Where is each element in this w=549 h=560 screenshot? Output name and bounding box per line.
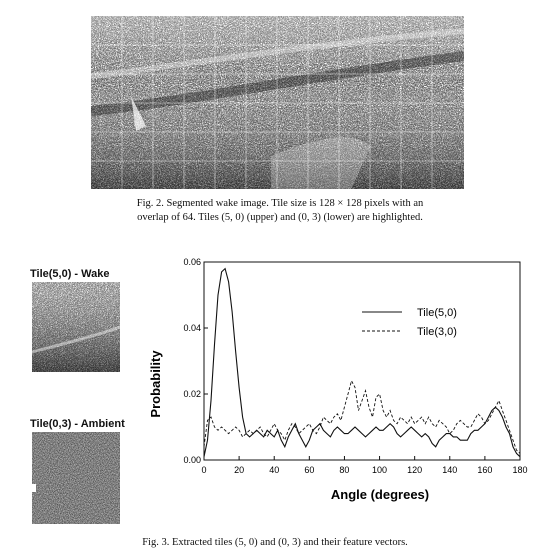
chart-ticks: 0 20 40 60 80 100 120 140 160 180 0.00 0.02 0.04 0.06 (183, 257, 527, 475)
series-line-2 (203, 379, 521, 454)
y-tick-label: 0.02 (183, 389, 201, 399)
fig2-caption: Fig. 2. Segmented wake image. Tile size … (60, 197, 500, 225)
chart-legend: Tile(5,0) Tile(3,0) (362, 307, 457, 338)
fig2-wake-image-svg (90, 16, 465, 189)
x-tick-label: 100 (372, 465, 387, 475)
tile-wake-title: Tile(5,0) - Wake (30, 268, 110, 280)
chart-series (203, 267, 521, 458)
y-tick-label: 0.06 (183, 257, 201, 267)
tile-ambient-image (32, 432, 120, 524)
chart-axes (203, 261, 521, 461)
y-axis-label: Probability (148, 350, 163, 418)
x-tick-label: 80 (339, 465, 349, 475)
fig2-caption-line1: Fig. 2. Segmented wake image. Tile size … (136, 198, 424, 209)
x-tick-label: 0 (201, 465, 206, 475)
x-tick-label: 60 (304, 465, 314, 475)
x-tick-label: 120 (407, 465, 422, 475)
probability-chart: 0 20 40 60 80 100 120 140 160 180 0.00 0.02 0.04 0.06… (148, 257, 528, 502)
tile-wake-image (31, 282, 121, 372)
x-tick-label: 160 (477, 465, 492, 475)
y-tick-label: 0.00 (183, 455, 201, 465)
y-tick-label: 0.04 (183, 323, 201, 333)
legend-label-1: Tile(5,0) (417, 307, 457, 319)
x-tick-label: 180 (512, 465, 527, 475)
x-tick-label: 140 (442, 465, 457, 475)
series-line-1 (203, 267, 521, 458)
x-tick-label: 40 (269, 465, 279, 475)
tile-ambient-image-svg (32, 432, 120, 524)
fig3-caption: Fig. 3. Extracted tiles (5, 0) and (0, 3… (142, 537, 408, 548)
fig2-caption-line2: overlap of 64. Tiles (5, 0) (upper) and … (137, 212, 423, 223)
plot-frame (203, 261, 521, 461)
fig2-wake-image (90, 16, 465, 189)
tile-wake-image-svg (31, 282, 121, 372)
x-axis-label: Angle (degrees) (331, 487, 429, 502)
x-tick-label: 20 (234, 465, 244, 475)
tile-ambient-title: Tile(0,3) - Ambient (30, 418, 125, 430)
legend-label-2: Tile(3,0) (417, 326, 457, 338)
